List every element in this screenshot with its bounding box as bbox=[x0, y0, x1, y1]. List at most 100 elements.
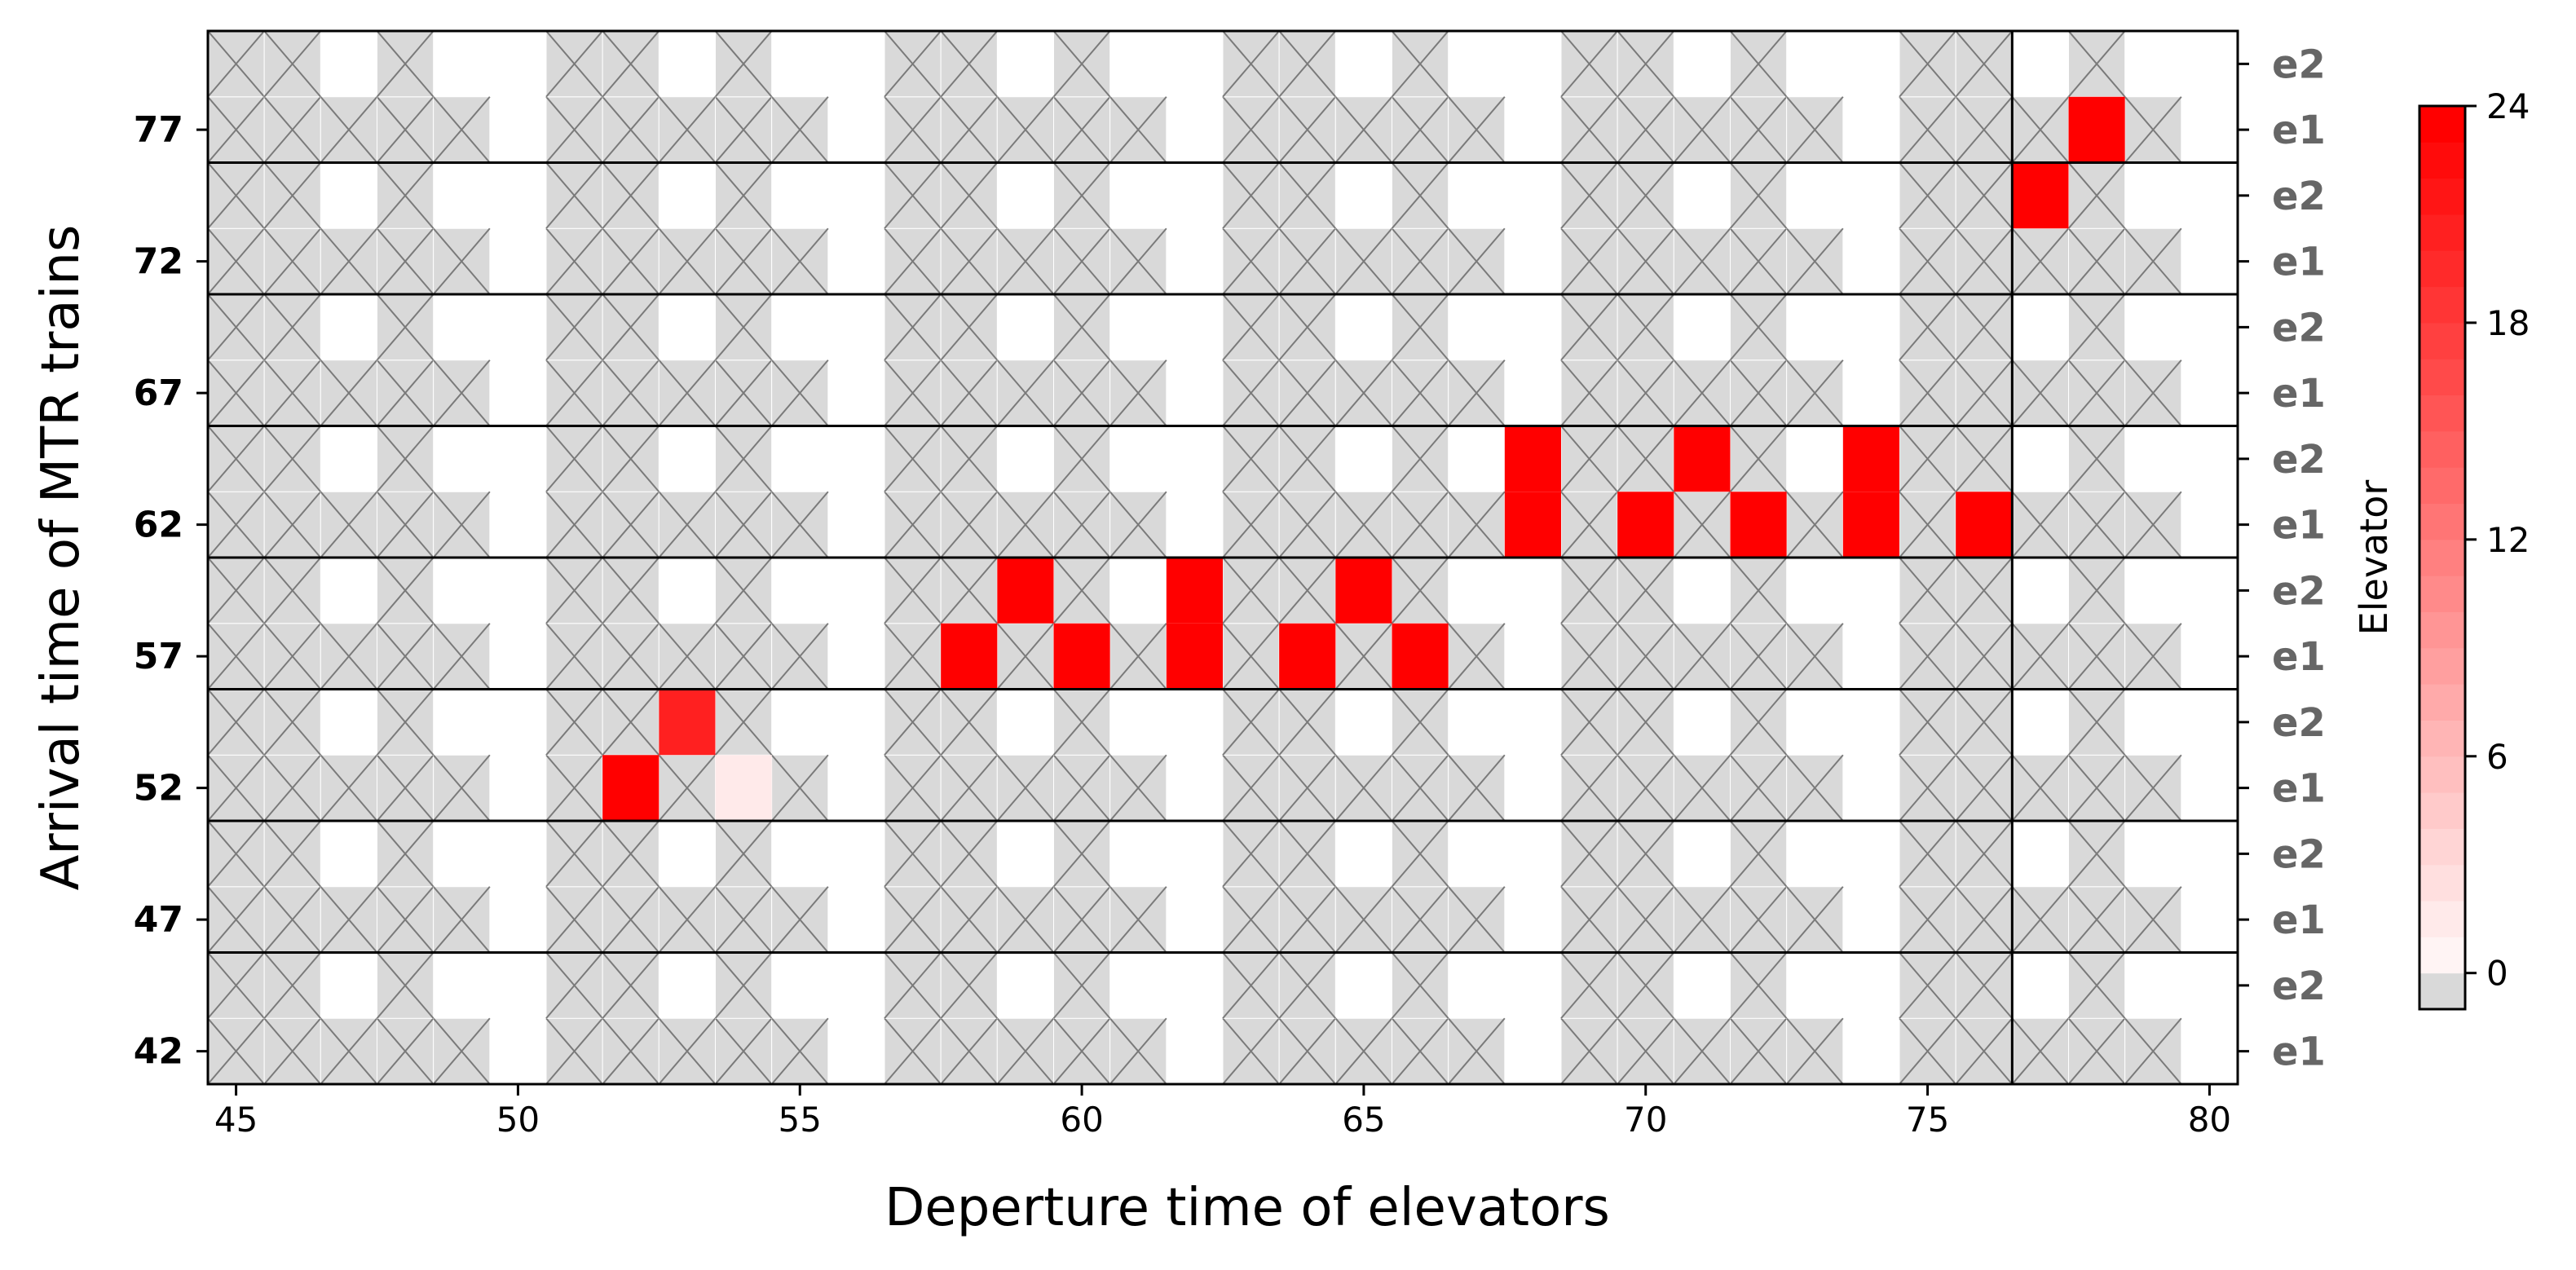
infeasible-cross bbox=[770, 227, 829, 295]
colorbar-tick-label: 12 bbox=[2486, 520, 2530, 560]
y-right-tick-label: e1 bbox=[2272, 108, 2326, 153]
colorbar-segment bbox=[2419, 106, 2465, 143]
infeasible-cross bbox=[602, 886, 660, 954]
infeasible-cross bbox=[208, 96, 265, 164]
infeasible-cross bbox=[1729, 886, 1788, 954]
infeasible-cross bbox=[263, 359, 322, 427]
infeasible-cross bbox=[1447, 227, 1506, 295]
colorbar-segment bbox=[2419, 142, 2465, 179]
colorbar-infeasible-segment bbox=[2419, 972, 2465, 1009]
infeasible-cross bbox=[1560, 425, 1618, 492]
infeasible-cross bbox=[1617, 1017, 1675, 1084]
infeasible-cross bbox=[1729, 31, 1788, 98]
infeasible-cross bbox=[1560, 293, 1618, 361]
infeasible-cross bbox=[1617, 820, 1675, 888]
infeasible-cross bbox=[2124, 886, 2182, 954]
colorbar-segment bbox=[2419, 395, 2465, 432]
infeasible-cross bbox=[545, 886, 603, 954]
infeasible-cross bbox=[1899, 293, 1956, 361]
infeasible-cross bbox=[1278, 161, 1337, 229]
infeasible-cross bbox=[1955, 161, 2014, 229]
infeasible-cross bbox=[1673, 754, 1731, 822]
heatmap-cell bbox=[2012, 162, 2069, 229]
colorbar-segment bbox=[2419, 937, 2465, 974]
infeasible-cross bbox=[884, 1017, 942, 1084]
infeasible-cross bbox=[996, 886, 1055, 954]
infeasible-cross bbox=[376, 491, 434, 558]
infeasible-cross bbox=[1899, 820, 1956, 888]
infeasible-cross bbox=[1729, 1017, 1788, 1084]
y-axis-title: Arrival time of MTR trains bbox=[31, 225, 91, 891]
infeasible-cross bbox=[1334, 1017, 1393, 1084]
infeasible-cross bbox=[602, 227, 660, 295]
infeasible-cross bbox=[884, 557, 942, 624]
infeasible-cross bbox=[1334, 623, 1393, 690]
infeasible-cross bbox=[1052, 820, 1111, 888]
infeasible-cross bbox=[1109, 886, 1167, 954]
infeasible-cross bbox=[1278, 886, 1337, 954]
infeasible-cross bbox=[208, 161, 265, 229]
infeasible-cross bbox=[2067, 688, 2126, 756]
infeasible-cross bbox=[996, 359, 1055, 427]
infeasible-cross bbox=[1278, 293, 1337, 361]
infeasible-cross bbox=[714, 491, 773, 558]
y-left-tick-label: 77 bbox=[134, 109, 183, 151]
infeasible-cross bbox=[884, 96, 942, 164]
colorbar-tick-label: 18 bbox=[2486, 303, 2530, 343]
infeasible-cross bbox=[545, 227, 603, 295]
heatmap-cell bbox=[659, 689, 716, 756]
infeasible-cross bbox=[1560, 557, 1618, 624]
infeasible-cross bbox=[432, 96, 491, 164]
infeasible-cross bbox=[714, 425, 773, 492]
infeasible-cross bbox=[263, 557, 322, 624]
infeasible-cross bbox=[1617, 425, 1675, 492]
infeasible-cross bbox=[1955, 31, 2014, 98]
heatmap-cell bbox=[715, 755, 772, 821]
infeasible-cross bbox=[1560, 623, 1618, 690]
infeasible-cross bbox=[884, 886, 942, 954]
x-tick-label: 75 bbox=[1906, 1100, 1949, 1140]
infeasible-cross bbox=[1729, 820, 1788, 888]
y-right-tick-label: e1 bbox=[2272, 240, 2326, 285]
infeasible-cross bbox=[714, 227, 773, 295]
infeasible-cross bbox=[2067, 491, 2126, 558]
colorbar-segment bbox=[2419, 430, 2465, 468]
heatmap-cell bbox=[1053, 623, 1110, 690]
infeasible-cross bbox=[1560, 688, 1618, 756]
infeasible-cross bbox=[1278, 96, 1337, 164]
infeasible-cross bbox=[376, 886, 434, 954]
infeasible-cross bbox=[545, 1017, 603, 1084]
x-tick-label: 50 bbox=[496, 1100, 540, 1140]
colorbar-segment bbox=[2419, 359, 2465, 396]
infeasible-cross bbox=[1447, 754, 1506, 822]
y-right-tick-label: e2 bbox=[2272, 700, 2326, 746]
y-right-tick-label: e1 bbox=[2272, 766, 2326, 812]
infeasible-cross bbox=[208, 820, 265, 888]
infeasible-cross bbox=[658, 491, 717, 558]
infeasible-cross bbox=[2124, 96, 2182, 164]
infeasible-cross bbox=[1899, 31, 1956, 98]
infeasible-cross bbox=[263, 227, 322, 295]
y-right-tick-label: e1 bbox=[2272, 503, 2326, 549]
y-left-tick-label: 57 bbox=[134, 636, 183, 677]
infeasible-cross bbox=[1052, 688, 1111, 756]
infeasible-cross bbox=[2124, 623, 2182, 690]
infeasible-cross bbox=[940, 754, 999, 822]
infeasible-cross bbox=[1955, 688, 2014, 756]
infeasible-cross bbox=[1109, 491, 1167, 558]
infeasible-cross bbox=[2067, 820, 2126, 888]
infeasible-cross bbox=[1447, 359, 1506, 427]
infeasible-cross bbox=[714, 820, 773, 888]
infeasible-cross bbox=[1334, 227, 1393, 295]
infeasible-cross bbox=[1222, 951, 1280, 1019]
infeasible-cross bbox=[1617, 623, 1675, 690]
infeasible-cross bbox=[602, 623, 660, 690]
infeasible-cross bbox=[2124, 359, 2182, 427]
y-left-tick-label: 67 bbox=[134, 373, 183, 414]
infeasible-cross bbox=[1785, 491, 1844, 558]
infeasible-cross bbox=[263, 754, 322, 822]
infeasible-cross bbox=[1785, 623, 1844, 690]
infeasible-cross bbox=[545, 96, 603, 164]
x-tick-label: 70 bbox=[1624, 1100, 1667, 1140]
infeasible-cross bbox=[1109, 1017, 1167, 1084]
